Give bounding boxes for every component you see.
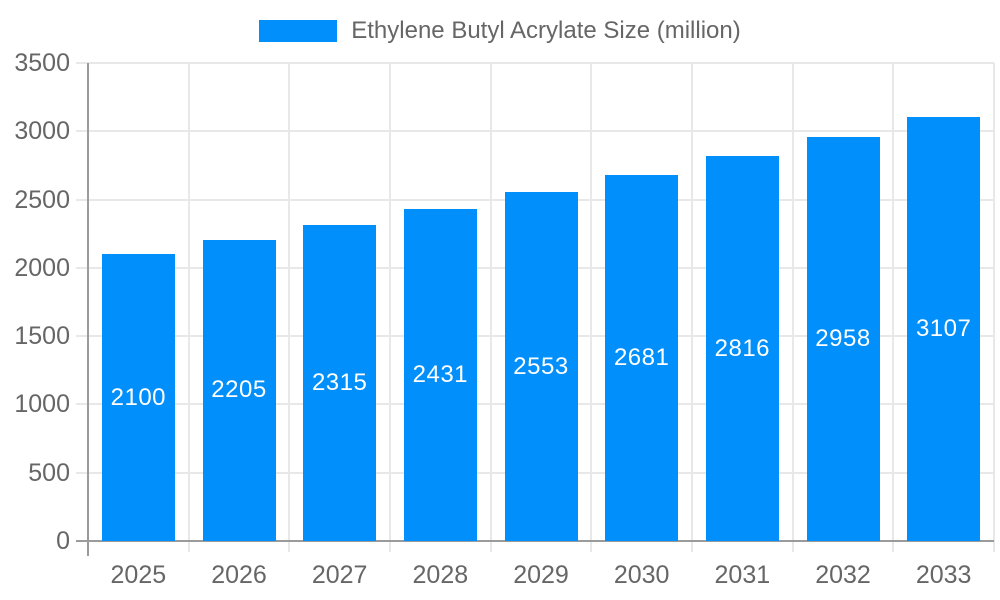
- bar-value-label: 2315: [311, 368, 368, 396]
- y-tick-label: 3500: [0, 49, 70, 77]
- bar-value-label: 2100: [110, 383, 167, 411]
- bar-value-label: 2958: [815, 325, 871, 352]
- y-tick-label: 1000: [0, 390, 70, 418]
- y-tick-label: 2000: [0, 254, 70, 282]
- bar[interactable]: 2431: [403, 208, 477, 541]
- x-gridline: [288, 63, 291, 552]
- bar[interactable]: 2958: [806, 137, 880, 541]
- y-tick-label-text: 1000: [14, 390, 70, 419]
- bar-value-label: 2431: [412, 360, 469, 388]
- x-tick-label-text: 2033: [915, 561, 972, 589]
- legend: Ethylene Butyl Acrylate Size (million): [0, 16, 1000, 46]
- x-tick-label-text: 2029: [513, 561, 569, 589]
- x-gridline: [691, 63, 693, 552]
- y-tick-label: 3000: [0, 117, 70, 145]
- x-tick-label: 2029: [481, 561, 601, 589]
- x-tick-label-text: 2031: [714, 561, 771, 589]
- x-gridline: [791, 63, 794, 552]
- x-tick-label-text: 2026: [211, 561, 267, 589]
- legend-label: Ethylene Butyl Acrylate Size (million): [351, 17, 741, 44]
- y-gridline: [76, 130, 994, 133]
- y-gridline: [76, 62, 994, 64]
- y-tick-label-text: 3000: [14, 117, 70, 146]
- x-gridline: [489, 63, 492, 552]
- x-tick-label: 2032: [783, 561, 903, 589]
- bar-value-label: 2816: [714, 334, 771, 362]
- y-tick-label-text: 500: [28, 458, 70, 487]
- x-tick-label: 2025: [78, 561, 198, 589]
- y-tick-label-text: 2500: [14, 185, 70, 214]
- x-tick-label: 2031: [682, 561, 802, 589]
- x-gridline: [389, 63, 391, 552]
- x-tick-label-text: 2025: [110, 561, 167, 589]
- y-tick-label: 2500: [0, 186, 70, 214]
- y-tick-label: 500: [0, 459, 70, 487]
- bar-value-label: 2553: [513, 352, 569, 380]
- x-tick-label: 2027: [280, 561, 400, 589]
- y-tick-label-text: 2000: [14, 253, 70, 282]
- x-tick-label-text: 2032: [815, 561, 871, 589]
- x-tick-label-text: 2027: [311, 561, 368, 589]
- x-tick-label: 2030: [582, 561, 702, 589]
- bar-value-label: 3107: [915, 314, 972, 342]
- x-tick-label: 2033: [884, 561, 1000, 589]
- x-gridline: [590, 63, 593, 552]
- x-tick-label-text: 2028: [412, 561, 469, 589]
- y-tick-label: 0: [0, 527, 70, 555]
- x-axis-baseline: [76, 540, 994, 542]
- bar[interactable]: 2816: [705, 156, 779, 541]
- bar[interactable]: 2100: [101, 254, 175, 541]
- y-axis-line: [87, 63, 89, 556]
- x-tick-label: 2028: [380, 561, 500, 589]
- legend-item[interactable]: Ethylene Butyl Acrylate Size (million): [259, 17, 741, 45]
- bar[interactable]: 2315: [303, 224, 377, 541]
- x-gridline: [892, 63, 895, 552]
- x-tick-label-text: 2030: [613, 561, 670, 589]
- bar[interactable]: 2205: [202, 239, 276, 541]
- bar[interactable]: 2681: [605, 174, 679, 541]
- x-gridline: [187, 63, 190, 552]
- y-tick-label-text: 3500: [14, 49, 70, 77]
- y-tick-label-text: 1500: [14, 322, 70, 351]
- legend-swatch-icon: [259, 20, 338, 42]
- bar[interactable]: 2553: [504, 192, 578, 541]
- bar-value-label: 2681: [613, 343, 670, 371]
- y-tick-label-text: 0: [56, 527, 70, 555]
- bar-value-label: 2205: [211, 376, 267, 404]
- bar[interactable]: 3107: [907, 116, 981, 541]
- x-gridline: [993, 63, 995, 552]
- y-tick-label: 1500: [0, 322, 70, 350]
- x-tick-label: 2026: [179, 561, 299, 589]
